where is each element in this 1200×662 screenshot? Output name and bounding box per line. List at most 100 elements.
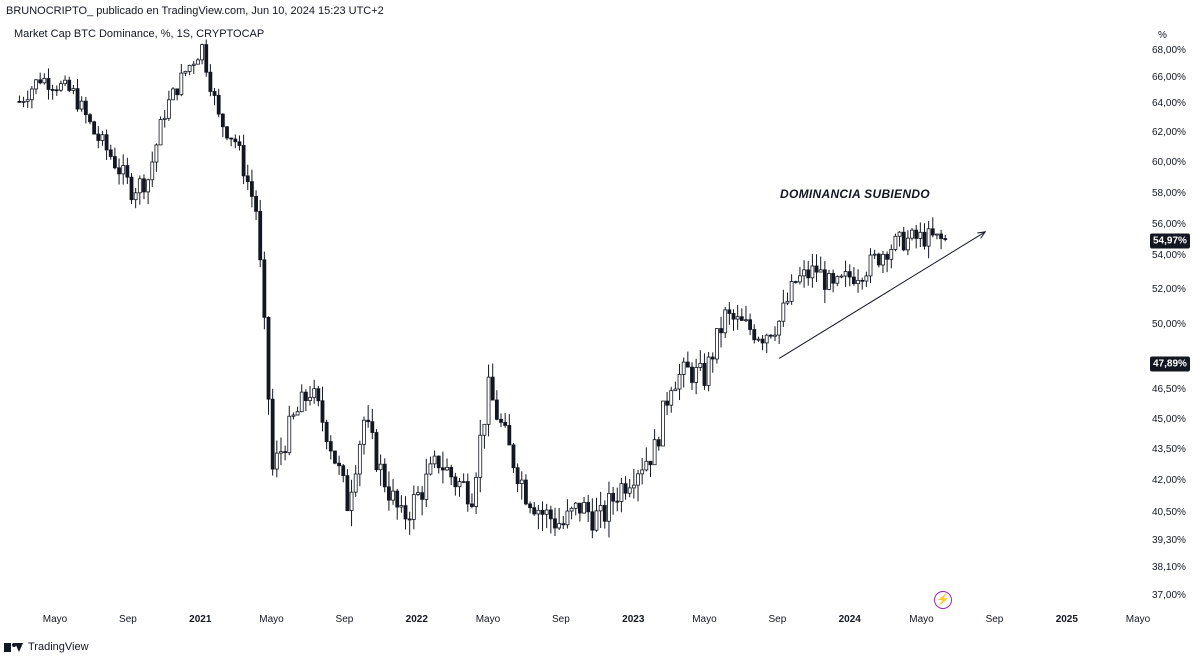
candle-body — [133, 192, 138, 201]
lightning-icon[interactable]: ⚡ — [934, 591, 952, 609]
candle-body — [432, 455, 437, 465]
candle-body — [698, 363, 703, 368]
symbol-title: Market Cap BTC Dominance, %, 1S, CRYPTOC… — [14, 28, 265, 40]
candle-body — [366, 419, 371, 423]
candle-body — [83, 100, 88, 116]
candle-body — [586, 502, 591, 513]
candle-body — [731, 313, 736, 320]
price-badge: 47,89% — [1150, 356, 1190, 372]
y-tick-label: 50,00% — [1152, 319, 1186, 330]
candle-body — [137, 178, 142, 194]
candle-body — [515, 467, 520, 484]
candle-body — [258, 210, 263, 261]
candle-body — [544, 509, 549, 515]
candle-body — [324, 421, 329, 443]
x-tick-label: Sep — [552, 614, 570, 625]
candle-body — [474, 477, 479, 507]
candle-body — [353, 473, 358, 493]
candle-body — [723, 309, 728, 334]
candle-body — [910, 229, 914, 239]
candle-body — [511, 444, 516, 469]
candle-body — [320, 400, 325, 423]
candle-body — [46, 78, 51, 90]
candle-body — [79, 100, 84, 110]
candle-body — [75, 88, 80, 110]
y-tick-label: 58,00% — [1152, 188, 1186, 199]
candle-body — [34, 79, 38, 90]
candle-body — [453, 476, 458, 488]
candle-body — [764, 334, 769, 344]
candle-body — [939, 233, 943, 239]
candle-body — [852, 276, 856, 285]
candle-body — [719, 328, 723, 334]
candle-body — [29, 88, 34, 101]
candle-body — [685, 361, 690, 368]
candle-body — [42, 78, 47, 84]
candle-body — [681, 361, 686, 375]
candle-body — [391, 490, 395, 501]
candle-body — [760, 338, 765, 344]
candle-body — [88, 114, 92, 123]
candlestick-chart[interactable] — [0, 18, 1146, 608]
y-tick-label: 66,00% — [1152, 72, 1186, 83]
x-tick-label: Sep — [985, 614, 1004, 625]
y-tick-label: 39,30% — [1152, 535, 1186, 546]
candle-body — [702, 363, 707, 386]
candle-body — [926, 228, 931, 247]
candle-body — [220, 113, 225, 128]
x-tick-label: 2022 — [405, 614, 428, 625]
candle-body — [117, 167, 121, 175]
x-tick-label: Mayo — [475, 614, 501, 625]
candle-body — [540, 509, 545, 515]
candle-body — [835, 276, 840, 284]
candle-body — [789, 281, 794, 302]
candle-body — [528, 503, 532, 509]
candle-body — [656, 439, 661, 447]
candle-body — [943, 238, 948, 240]
candle-body — [594, 510, 599, 531]
candle-body — [478, 434, 483, 478]
candle-body — [905, 237, 910, 251]
candle-body — [665, 400, 669, 406]
candle-body — [661, 400, 665, 447]
candle-body — [673, 388, 678, 392]
candle-body — [233, 138, 238, 143]
candle-body — [333, 450, 337, 464]
x-tick-label: Sep — [119, 614, 137, 625]
candle-body — [524, 479, 528, 505]
candle-body — [225, 126, 229, 139]
candle-body — [876, 253, 881, 266]
y-tick-label: 54,00% — [1152, 250, 1186, 261]
candle-body — [299, 391, 304, 413]
candle-body — [577, 502, 582, 514]
candle-body — [465, 481, 470, 505]
x-tick-label: 2024 — [838, 614, 861, 625]
y-tick-label: 62,00% — [1152, 127, 1186, 138]
y-tick-label: 46,50% — [1152, 384, 1186, 395]
x-tick-label: 2025 — [1055, 614, 1078, 625]
candle-body — [827, 272, 831, 290]
candle-body — [67, 79, 72, 91]
y-tick-label: 60,00% — [1152, 157, 1186, 168]
candle-body — [935, 233, 939, 236]
candle-body — [50, 89, 55, 91]
candle-body — [291, 414, 296, 417]
candle-body — [262, 259, 267, 318]
candle-body — [494, 399, 499, 420]
candle-body — [154, 144, 159, 163]
candle-body — [162, 117, 167, 120]
y-tick-label: 56,00% — [1152, 219, 1186, 230]
candle-body — [196, 59, 200, 65]
candle-body — [158, 119, 163, 146]
footer-brand: TradingView — [4, 641, 89, 653]
candle-body — [229, 137, 234, 140]
candle-body — [395, 490, 400, 508]
x-tick-label: Sep — [335, 614, 354, 625]
candle-body — [166, 99, 171, 119]
candle-body — [602, 505, 607, 522]
candle-body — [125, 165, 130, 178]
candle-body — [536, 509, 541, 515]
candle-body — [557, 523, 562, 529]
candle-body — [768, 334, 773, 337]
candle-body — [648, 460, 653, 466]
